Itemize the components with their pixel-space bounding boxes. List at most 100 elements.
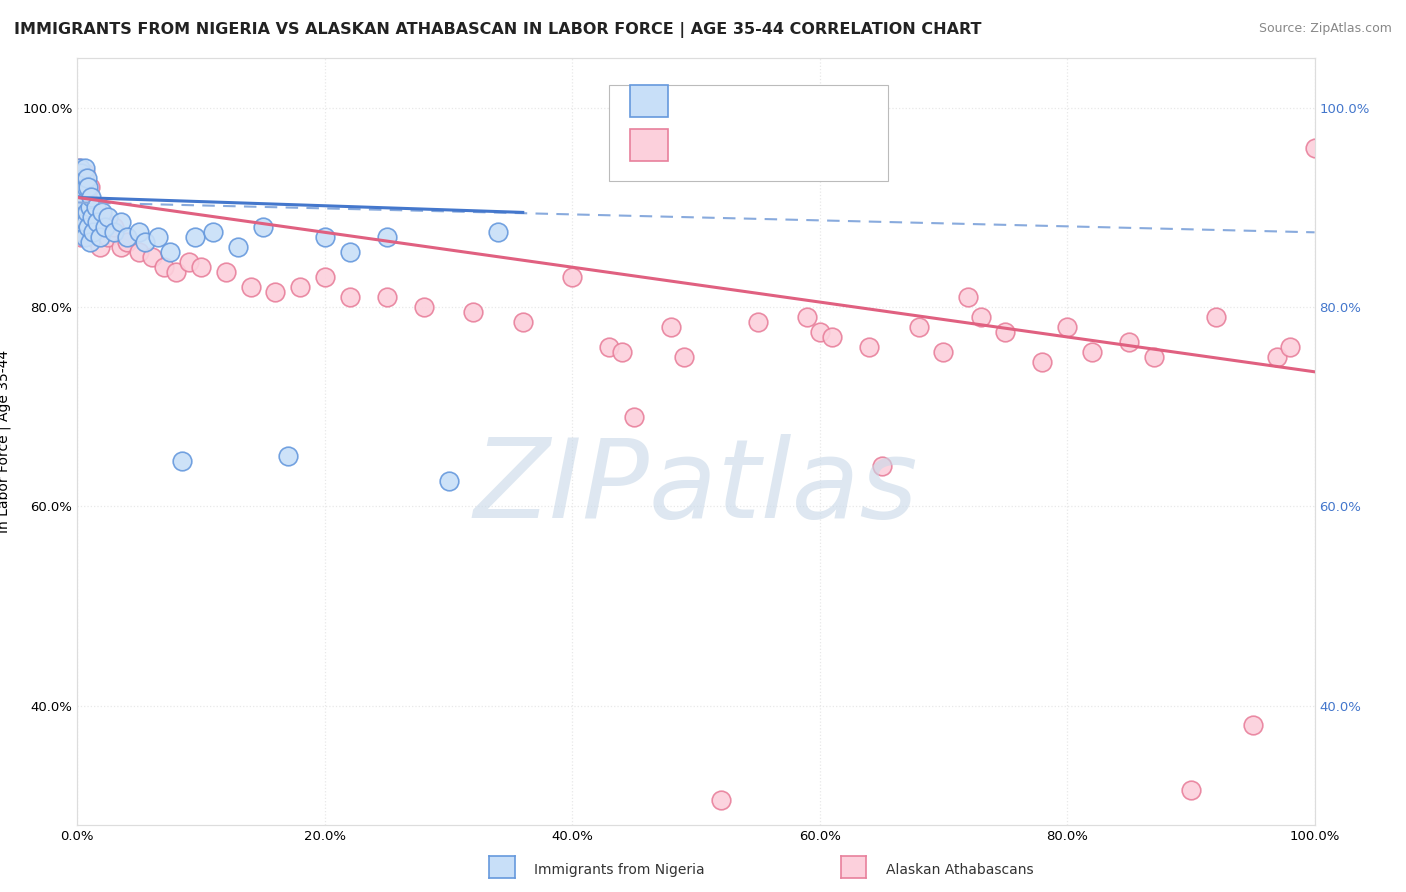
FancyBboxPatch shape <box>630 85 668 117</box>
Point <box>146 230 169 244</box>
Text: R =  -0.217  N = 69: R = -0.217 N = 69 <box>683 137 846 153</box>
Point <box>70 195 93 210</box>
Point <box>610 344 633 359</box>
Point <box>72 165 94 179</box>
Text: IMMIGRANTS FROM NIGERIA VS ALASKAN ATHABASCAN IN LABOR FORCE | AGE 35-44 CORRELA: IMMIGRANTS FROM NIGERIA VS ALASKAN ATHAB… <box>14 22 981 38</box>
Point <box>808 325 831 339</box>
FancyBboxPatch shape <box>609 85 887 181</box>
Point <box>128 225 150 239</box>
Point <box>858 340 880 354</box>
Point <box>177 255 200 269</box>
Point <box>796 310 818 324</box>
Point <box>84 201 107 215</box>
Point <box>821 330 844 344</box>
Point <box>70 190 93 204</box>
Point <box>79 180 101 194</box>
Text: ZIPatlas: ZIPatlas <box>474 434 918 541</box>
Point <box>932 344 955 359</box>
Point <box>623 409 645 424</box>
Point <box>1303 141 1326 155</box>
Point <box>252 220 274 235</box>
Point <box>97 230 120 244</box>
Point <box>375 230 398 244</box>
Point <box>76 205 98 219</box>
Point <box>1056 320 1078 334</box>
Point <box>77 211 100 225</box>
Point <box>870 459 893 474</box>
Point <box>72 180 94 194</box>
Point <box>77 220 100 235</box>
Point <box>103 220 125 235</box>
Point <box>67 170 90 185</box>
Point <box>128 245 150 260</box>
Point <box>70 225 93 239</box>
Point <box>76 190 98 204</box>
Point <box>314 270 336 285</box>
FancyBboxPatch shape <box>630 128 668 161</box>
Point <box>77 180 100 194</box>
Point <box>73 230 96 244</box>
Point <box>561 270 583 285</box>
Point <box>1205 310 1227 324</box>
Point <box>159 245 181 260</box>
Point <box>412 300 434 314</box>
Point <box>134 235 156 250</box>
Point <box>215 265 238 279</box>
Point <box>69 201 91 215</box>
Point <box>91 211 114 225</box>
Point <box>69 161 91 175</box>
Point <box>91 205 114 219</box>
Point <box>70 165 93 179</box>
Point <box>82 225 104 239</box>
Point <box>907 320 929 334</box>
Point <box>202 225 225 239</box>
Point <box>110 215 132 229</box>
Point <box>72 205 94 219</box>
Point <box>73 195 96 210</box>
Point <box>75 225 97 239</box>
Point <box>1143 350 1166 364</box>
Point <box>339 245 361 260</box>
Point <box>75 180 97 194</box>
Point <box>79 201 101 215</box>
Point <box>463 305 485 319</box>
Point <box>115 235 138 250</box>
Point <box>79 235 101 250</box>
Point <box>1118 334 1140 349</box>
Point <box>86 215 108 229</box>
Point <box>69 201 91 215</box>
Point <box>72 211 94 225</box>
Point <box>1278 340 1301 354</box>
Point <box>86 225 108 239</box>
Point <box>172 454 194 468</box>
Text: Alaskan Athabascans: Alaskan Athabascans <box>886 863 1033 877</box>
Point <box>486 225 509 239</box>
Point <box>672 350 695 364</box>
Point <box>957 290 980 304</box>
Point <box>72 170 94 185</box>
Point <box>710 793 733 807</box>
Point <box>747 315 769 329</box>
Point <box>153 260 176 275</box>
Point <box>239 280 262 294</box>
Point <box>80 220 103 235</box>
Point <box>75 215 97 229</box>
Point <box>82 211 104 225</box>
Point <box>375 290 398 304</box>
Point <box>70 230 93 244</box>
Point <box>67 211 90 225</box>
Text: Immigrants from Nigeria: Immigrants from Nigeria <box>534 863 704 877</box>
Point <box>659 320 682 334</box>
Point <box>339 290 361 304</box>
Point <box>93 220 115 235</box>
Point <box>314 230 336 244</box>
Point <box>103 225 125 239</box>
Point <box>277 450 299 464</box>
Point <box>89 240 111 254</box>
Point <box>72 215 94 229</box>
Point <box>115 230 138 244</box>
Point <box>80 190 103 204</box>
Point <box>1180 783 1202 797</box>
Point <box>1241 718 1264 732</box>
Point <box>97 211 120 225</box>
